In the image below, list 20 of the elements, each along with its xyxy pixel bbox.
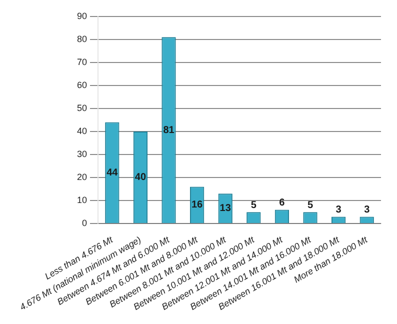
y-tick-label: 30 <box>76 149 88 160</box>
data-label: 3 <box>364 204 370 216</box>
data-label: 44 <box>106 167 118 178</box>
data-label: 5 <box>307 200 314 211</box>
y-tick-label: 0 <box>82 218 88 228</box>
y-tick-label: 80 <box>76 34 88 44</box>
y-tick-label: 20 <box>76 172 88 182</box>
y-tick-label: 10 <box>76 195 88 206</box>
data-label: 16 <box>191 200 204 211</box>
data-label: 13 <box>220 203 232 214</box>
data-label: 40 <box>134 172 146 184</box>
y-tick-label: 40 <box>76 126 88 136</box>
y-tick-label: 50 <box>76 102 88 113</box>
data-label: 6 <box>279 198 286 209</box>
y-tick-label: 60 <box>76 80 88 90</box>
y-tick-label: 70 <box>76 56 88 67</box>
y-tick-label: 90 <box>76 10 88 21</box>
data-label: 3 <box>336 204 342 216</box>
data-label: 5 <box>250 200 257 211</box>
data-label: 81 <box>163 124 175 136</box>
